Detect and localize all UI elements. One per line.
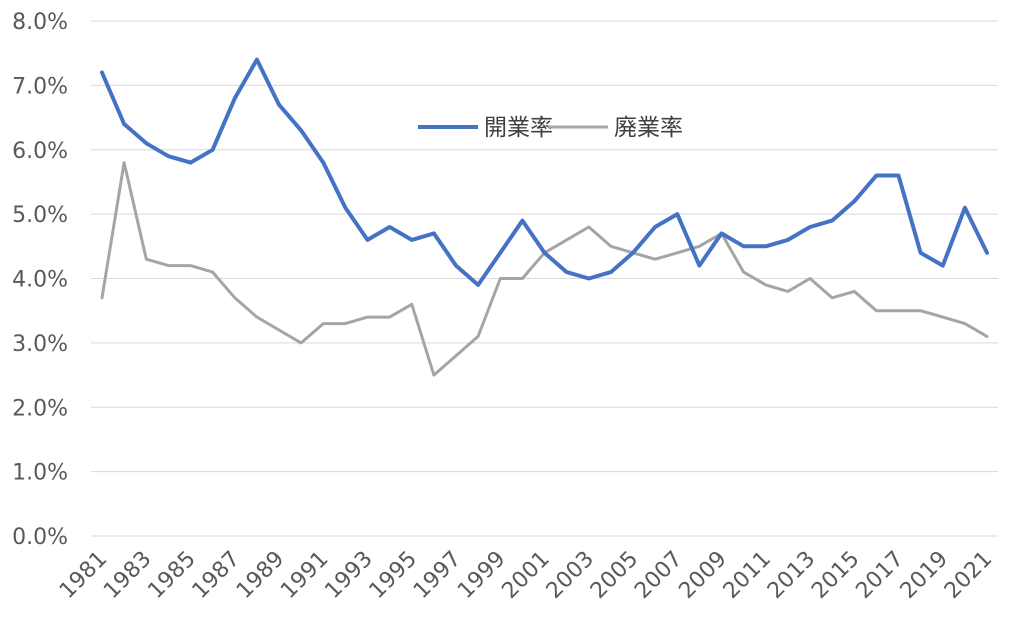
x-tick-label: 1987 [188,547,245,604]
x-tick-label: 2017 [851,547,908,604]
x-tick-label: 2001 [497,547,554,604]
x-tick-label: 2013 [763,547,820,604]
x-tick-label: 1981 [55,547,112,604]
x-tick-label: 2019 [896,547,953,604]
x-tick-label: 2007 [630,547,687,604]
y-tick-label: 2.0% [12,396,68,421]
y-tick-label: 5.0% [12,203,68,228]
x-tick-label: 1985 [143,547,200,604]
y-tick-label: 1.0% [12,461,68,486]
x-tick-label: 1995 [365,547,422,604]
y-tick-label: 3.0% [12,332,68,357]
x-tick-label: 1993 [320,547,377,604]
x-tick-label: 1983 [99,547,156,604]
y-tick-label: 4.0% [12,268,68,293]
x-tick-label: 1991 [276,547,333,604]
grid-layer [91,20,998,537]
series-line-kaigyo [100,57,989,287]
x-tick-label: 2003 [542,547,599,604]
y-tick-label: 0.0% [12,525,68,550]
x-tick-label: 1999 [453,547,510,604]
x-tick-label: 2011 [719,547,776,604]
x-tick-label: 1989 [232,547,289,604]
legend: 開業率 廃業率 [418,115,683,141]
x-tick-label: 2009 [674,547,731,604]
legend-label-kaigyo: 開業率 [484,115,553,141]
y-tick-label: 7.0% [12,74,68,99]
legend-label-haigyo: 廃業率 [614,115,683,141]
x-tick-label: 2015 [807,547,864,604]
x-tick-label: 1997 [409,547,466,604]
y-tick-label: 8.0% [12,10,68,35]
series-layer [100,57,989,377]
x-tick-label: 2021 [940,547,997,604]
y-axis-ticks: 0.0% 1.0% 2.0% 3.0% 4.0% 5.0% 6.0% 7.0% 8.0% [12,10,68,550]
x-axis-ticks: 1981198319851987198919911993199519971999… [55,547,997,604]
y-tick-label: 6.0% [12,139,68,164]
x-tick-label: 2005 [586,547,643,604]
